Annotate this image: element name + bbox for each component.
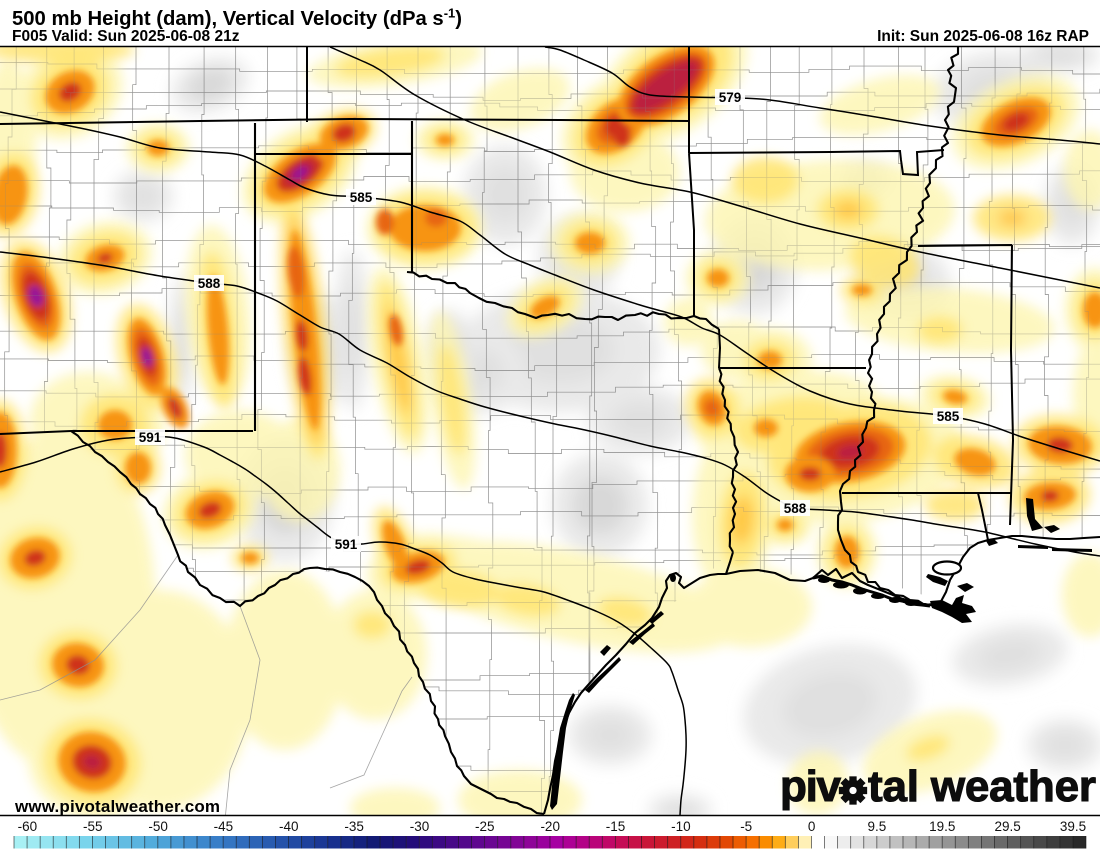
svg-text:-15: -15 — [606, 819, 626, 834]
svg-text:591: 591 — [335, 537, 358, 552]
svg-text:-35: -35 — [344, 819, 364, 834]
svg-text:19.5: 19.5 — [929, 819, 955, 834]
svg-text:-10: -10 — [671, 819, 691, 834]
svg-text:piv: piv — [780, 762, 842, 811]
svg-text:-5: -5 — [740, 819, 752, 834]
svg-text:-50: -50 — [148, 819, 168, 834]
svg-text:0: 0 — [808, 819, 816, 834]
svg-text:39.5: 39.5 — [1060, 819, 1086, 834]
svg-text:579: 579 — [719, 90, 742, 105]
svg-text:588: 588 — [784, 501, 807, 516]
svg-text:585: 585 — [350, 190, 373, 205]
svg-text:29.5: 29.5 — [994, 819, 1020, 834]
svg-text:-20: -20 — [540, 819, 560, 834]
svg-text:588: 588 — [198, 276, 221, 291]
svg-text:-40: -40 — [279, 819, 299, 834]
svg-text:Init: Sun 2025-06-08 16z RAP: Init: Sun 2025-06-08 16z RAP — [877, 28, 1089, 45]
svg-text:-30: -30 — [410, 819, 430, 834]
svg-text:tal weather: tal weather — [868, 762, 1096, 811]
svg-text:-25: -25 — [475, 819, 495, 834]
svg-text:www.pivotalweather.com: www.pivotalweather.com — [14, 797, 220, 816]
svg-text:591: 591 — [139, 430, 162, 445]
svg-text:F005 Valid: Sun 2025-06-08 21z: F005 Valid: Sun 2025-06-08 21z — [12, 28, 240, 45]
svg-text:9.5: 9.5 — [868, 819, 887, 834]
svg-text:-55: -55 — [83, 819, 103, 834]
svg-text:500 mb Height (dam), Vertical: 500 mb Height (dam), Vertical Velocity (… — [12, 6, 462, 31]
svg-text:-45: -45 — [214, 819, 234, 834]
svg-text:585: 585 — [937, 409, 960, 424]
svg-text:-60: -60 — [18, 819, 38, 834]
